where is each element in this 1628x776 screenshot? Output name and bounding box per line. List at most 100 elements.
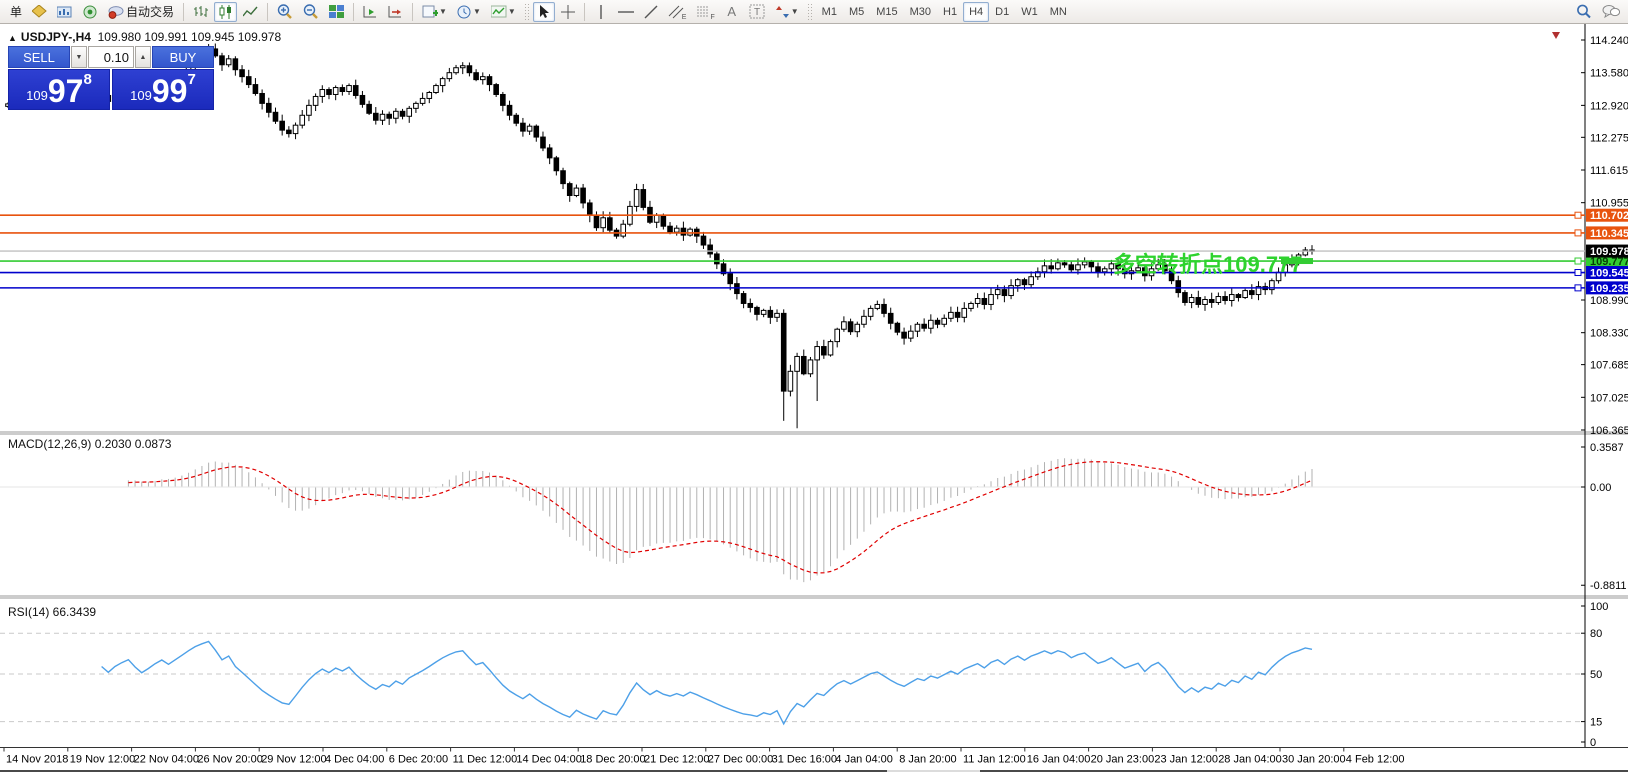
price-tick-label: 108.990 — [1590, 295, 1628, 307]
zoom-out-button[interactable] — [299, 2, 323, 22]
signals-icon[interactable] — [79, 2, 102, 22]
ohlc-values: 109.980 109.991 109.945 109.978 — [97, 30, 282, 44]
line-handle[interactable] — [1574, 257, 1582, 265]
chart-shift-icon — [388, 5, 402, 17]
vline-tool-button[interactable] — [590, 2, 612, 22]
sell-button[interactable]: SELL — [8, 46, 70, 68]
tf-H4[interactable]: H4 — [963, 1, 990, 22]
horizontal-line-icon — [617, 10, 634, 13]
trendline-tool-button[interactable] — [640, 2, 662, 22]
arrows-tool-dropdown[interactable]: ▼ — [771, 2, 803, 22]
autotrade-button[interactable]: 自动交易 — [104, 2, 178, 22]
tf-M5[interactable]: M5 — [848, 5, 865, 18]
broadcast-icon — [83, 5, 97, 18]
candle-chart-mode-button[interactable] — [214, 1, 238, 22]
toolbar-drag-handle[interactable] — [806, 2, 812, 21]
new-order-button[interactable]: 单 — [4, 2, 26, 22]
dropdown-arrow-icon: ▼ — [472, 7, 481, 16]
auto-scroll-button[interactable] — [359, 2, 382, 22]
chart-canvas[interactable]: 114.240 113.580 112.920 112.275 111.615 110.9… — [0, 24, 1628, 776]
text-tool-button[interactable]: A — [721, 2, 743, 22]
price-line-label — [1586, 208, 1628, 222]
bars-icon — [194, 5, 209, 17]
zoom-in-button[interactable] — [273, 2, 297, 22]
tf-M30[interactable]: M30 — [909, 5, 932, 18]
date-label: 23 Jan 12:00 — [1154, 754, 1218, 766]
macd-axis-label: 0.3587 — [1590, 442, 1624, 454]
tile-windows-button[interactable] — [325, 2, 348, 22]
volume-decrease-button[interactable]: ▼ — [71, 46, 87, 68]
date-label: 19 Nov 12:00 — [70, 754, 135, 766]
label-tool-button[interactable]: T — [745, 2, 769, 22]
toolbar-separator — [183, 2, 185, 21]
period-dropdown[interactable]: ▼ — [453, 2, 485, 22]
fibonacci-tool-button[interactable]: F — [692, 2, 718, 22]
crosshair-tool-button[interactable] — [557, 2, 579, 22]
tf-W1[interactable]: W1 — [1021, 5, 1038, 18]
search-icon — [1577, 4, 1591, 19]
line-handle[interactable] — [1574, 229, 1582, 237]
scroll-end-marker — [1552, 32, 1560, 39]
chart-shift-button[interactable] — [384, 2, 407, 22]
volume-input[interactable]: 0.10 — [88, 46, 134, 68]
line-handle[interactable] — [1574, 211, 1582, 219]
svg-text:T: T — [754, 7, 760, 18]
tf-M15[interactable]: M15 — [876, 5, 898, 18]
line-icon — [243, 6, 258, 16]
tf-M1[interactable]: M1 — [821, 5, 837, 18]
date-label: 6 Dec 20:00 — [389, 754, 448, 766]
hline-tool-button[interactable] — [614, 2, 638, 22]
chart-window: 114.240 113.580 112.920 112.275 111.615 110.9… — [0, 24, 1628, 776]
line-handle[interactable] — [1574, 284, 1582, 292]
date-label: 8 Jan 20:00 — [899, 754, 957, 766]
new-chart-dropdown[interactable]: ▼ — [418, 2, 451, 22]
date-label: 11 Jan 12:00 — [963, 754, 1026, 766]
price-line-label — [1586, 266, 1628, 280]
price-line-label — [1586, 226, 1628, 240]
trendline-icon — [644, 5, 658, 18]
price-tick-label: 112.275 — [1590, 132, 1628, 144]
autotrade-label: 自动交易 — [126, 5, 175, 19]
auto-scroll-icon — [363, 5, 377, 17]
line-handle[interactable] — [1574, 269, 1582, 277]
tf-MN[interactable]: MN — [1049, 5, 1067, 18]
indicators-dropdown[interactable]: ▼ — [487, 2, 520, 22]
line-chart-mode-button[interactable] — [239, 2, 262, 22]
fib-sub-label: F — [710, 13, 715, 21]
date-label: 21 Dec 12:00 — [644, 754, 709, 766]
bar-chart-mode-button[interactable] — [189, 2, 212, 22]
rsi-axis-label: 100 — [1590, 601, 1608, 613]
pivot-annotation-text[interactable]: 多空转折点109.777 — [1113, 252, 1303, 278]
profile-icon[interactable] — [28, 2, 51, 22]
autotrade-icon — [108, 5, 124, 19]
fibonacci-icon — [697, 6, 710, 16]
rsi-indicator-label: RSI(14) 66.3439 — [8, 605, 97, 619]
toolbar-separator — [583, 2, 585, 21]
chart-title: ▲ USDJPY-,H4 109.980 109.991 109.945 109.… — [8, 30, 281, 44]
chart-window-icon — [57, 6, 72, 17]
search-button[interactable] — [1572, 2, 1596, 22]
toolbar-separator — [353, 2, 355, 21]
sell-price-button[interactable]: 109 97 8 — [8, 69, 110, 110]
date-label: 29 Nov 12:00 — [261, 754, 326, 766]
buy-price-button[interactable]: 109 99 7 — [112, 69, 214, 110]
market-watch-icon[interactable] — [53, 2, 77, 22]
tf-H1[interactable]: H1 — [943, 5, 958, 18]
price-line-label — [1586, 254, 1628, 268]
price-tick-label: 110.955 — [1590, 198, 1628, 210]
cursor-tool-button[interactable] — [532, 1, 555, 22]
chat-bubbles-icon — [1602, 5, 1620, 19]
buy-price-big: 99 — [151, 73, 188, 109]
price-line-label — [1586, 244, 1628, 258]
channel-tool-button[interactable]: E — [664, 2, 691, 22]
toolbar-drag-handle[interactable] — [523, 2, 529, 21]
chat-button[interactable] — [1598, 2, 1624, 22]
volume-increase-button[interactable]: ▲ — [135, 46, 151, 68]
date-label: 27 Dec 00:00 — [708, 754, 773, 766]
buy-button[interactable]: BUY — [152, 46, 214, 68]
green-highlight-dash[interactable] — [1281, 258, 1313, 265]
macd-histogram — [127, 458, 1313, 583]
indicator-icon — [490, 5, 507, 17]
tf-D1[interactable]: D1 — [995, 5, 1010, 18]
new-order-label: 单 — [10, 5, 23, 19]
